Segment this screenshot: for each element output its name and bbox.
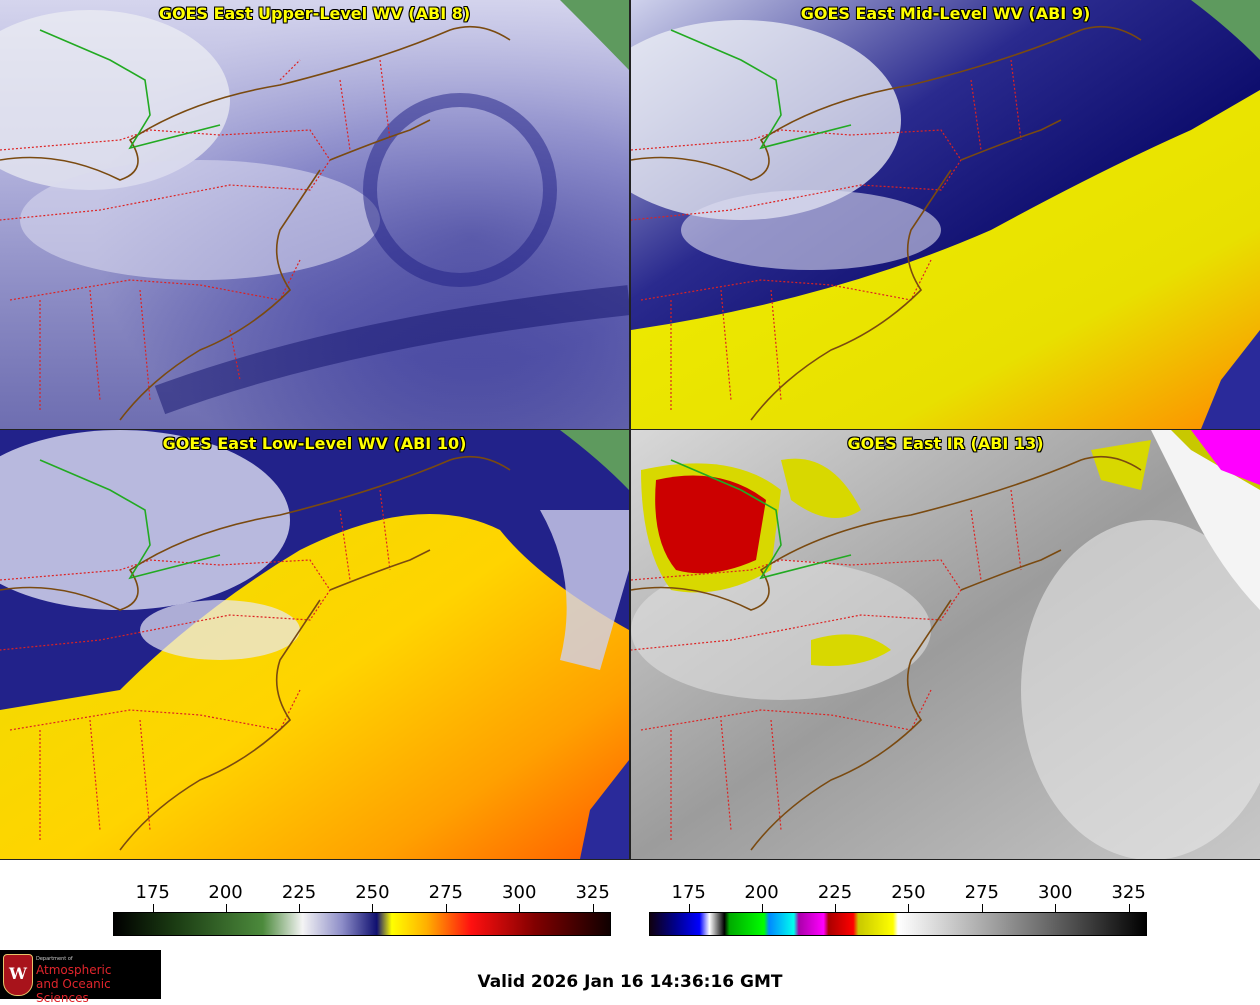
- colorbar-tick-mark: [445, 904, 447, 912]
- colorbar-tick-label: 175: [671, 882, 706, 903]
- wv-colorbar-gradient: [113, 912, 611, 936]
- colorbar-tick-label: 200: [208, 882, 243, 903]
- colorbar-tick-mark: [761, 904, 763, 912]
- colorbar-tick-label: 175: [135, 882, 170, 903]
- colorbar-tick-label: 225: [817, 882, 853, 903]
- ir-image: [631, 430, 1260, 859]
- colorbar-tick-mark: [688, 904, 690, 912]
- valid-time: Valid 2026 Jan 16 14:36:16 GMT: [477, 972, 783, 992]
- mid-level-wv-image: [631, 0, 1260, 429]
- colorbar-tick-mark: [1128, 904, 1130, 912]
- low-level-wv-image: [0, 430, 629, 859]
- colorbar-tick-label: 250: [355, 882, 390, 903]
- ir-colorbar: 175 200 225 250 275 300 325: [649, 880, 1147, 940]
- ir-colorbar-ticks: 175 200 225 250 275 300 325: [649, 880, 1147, 912]
- logo-line-1: Atmospheric: [36, 963, 112, 977]
- panel-title: GOES East Mid-Level WV (ABI 9): [800, 4, 1091, 23]
- upper-level-wv-panel: GOES East Upper-Level WV (ABI 8): [0, 0, 630, 429]
- colorbar-tick-mark: [372, 904, 374, 912]
- low-level-wv-panel: GOES East Low-Level WV (ABI 10): [0, 430, 629, 859]
- ir-colorbar-gradient: [649, 912, 1147, 936]
- colorbar-tick-label: 300: [502, 882, 537, 903]
- panel-title: GOES East Upper-Level WV (ABI 8): [158, 4, 471, 23]
- panel-title: GOES East IR (ABI 13): [847, 434, 1044, 453]
- colorbar-tick-label: 225: [281, 882, 317, 903]
- colorbar-tick-mark: [519, 904, 521, 912]
- upper-level-wv-image: [0, 0, 629, 429]
- colorbar-tick-mark: [1055, 904, 1057, 912]
- panel-bottom-border: [0, 859, 1260, 860]
- colorbar-tick-mark: [152, 904, 154, 912]
- colorbar-tick-label: 200: [744, 882, 779, 903]
- colorbar-tick-label: 325: [575, 882, 610, 903]
- wv-colorbar-ticks: 175 200 225 250 275 300 325: [113, 880, 611, 912]
- colorbar-tick-label: 250: [891, 882, 926, 903]
- colorbar-tick-mark: [981, 904, 983, 912]
- colorbar-tick-label: 275: [428, 882, 463, 903]
- panel-title: GOES East Low-Level WV (ABI 10): [162, 434, 467, 453]
- uw-crest-icon: W: [3, 954, 33, 996]
- mid-level-wv-panel: GOES East Mid-Level WV (ABI 9): [631, 0, 1260, 429]
- colorbar-tick-mark: [592, 904, 594, 912]
- colorbar-tick-mark: [835, 904, 836, 912]
- wv-colorbar: 175 200 225 250 275 300 325: [113, 880, 611, 940]
- panel-divider-horizontal: [0, 429, 1260, 430]
- colorbar-tick-mark: [908, 904, 910, 912]
- colorbar-tick-label: 325: [1111, 882, 1146, 903]
- logo-department: Department of: [36, 956, 73, 962]
- panel-divider-vertical: [629, 0, 631, 860]
- colorbar-tick-mark: [225, 904, 227, 912]
- colorbar-tick-label: 300: [1038, 882, 1073, 903]
- colorbar-tick-mark: [299, 904, 300, 912]
- colorbar-tick-label: 275: [964, 882, 999, 903]
- ir-panel: GOES East IR (ABI 13): [631, 430, 1260, 859]
